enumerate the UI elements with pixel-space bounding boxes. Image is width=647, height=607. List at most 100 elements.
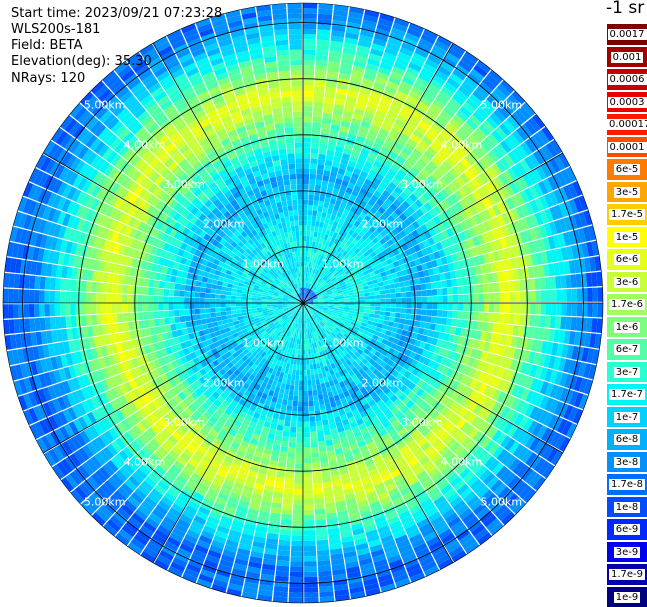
beta-cell [290, 556, 303, 562]
beta-cell [156, 333, 164, 342]
beta-cell [216, 433, 226, 442]
beta-cell [305, 323, 307, 329]
beta-cell [55, 238, 63, 252]
beta-cell [436, 403, 446, 414]
beta-cell [381, 450, 391, 460]
beta-cell [286, 330, 291, 337]
beta-cell [339, 357, 346, 364]
beta-cell [238, 543, 252, 551]
beta-cell [339, 467, 349, 475]
beta-cell [244, 364, 251, 372]
beta-cell [494, 303, 500, 313]
beta-cell [359, 386, 367, 394]
beta-cell [220, 303, 226, 308]
beta-cell [462, 311, 469, 320]
beta-cell [553, 401, 564, 416]
beta-cell [127, 542, 143, 555]
beta-cell [34, 304, 40, 318]
beta-cell [80, 292, 86, 303]
beta-cell [132, 425, 143, 437]
beta-cell [328, 308, 334, 311]
beta-cell [11, 242, 20, 258]
beta-cell [315, 524, 327, 531]
beta-cell [449, 401, 460, 412]
beta-cell [196, 275, 203, 282]
beta-cell [298, 318, 301, 324]
beta-cell [143, 278, 150, 287]
beta-cell [328, 417, 336, 425]
beta-cell [282, 498, 293, 505]
beta-cell [78, 256, 86, 269]
beta-cell [367, 320, 373, 326]
beta-cell [111, 473, 124, 486]
beta-cell [374, 330, 381, 337]
beta-cell [292, 520, 303, 526]
beta-cell [403, 435, 414, 445]
beta-cell [355, 334, 362, 340]
beta-cell [314, 405, 320, 411]
beta-cell [50, 356, 59, 370]
beta-cell [340, 317, 347, 322]
beta-cell [288, 389, 294, 396]
beta-cell [512, 461, 525, 475]
beta-cell [303, 365, 307, 371]
beta-cell [121, 524, 136, 538]
beta-cell [303, 463, 312, 469]
beta-cell [112, 273, 119, 284]
beta-cell [343, 450, 353, 458]
beta-cell [127, 428, 139, 440]
beta-cell [233, 419, 242, 428]
beta-cell [542, 445, 554, 460]
beta-cell [40, 435, 53, 451]
beta-cell [309, 416, 316, 422]
beta-cell [175, 358, 184, 367]
beta-cell [307, 380, 312, 386]
beta-cell [350, 348, 357, 354]
beta-cell [481, 321, 489, 332]
beta-cell [458, 303, 464, 311]
beta-cell [182, 388, 191, 398]
beta-cell [204, 303, 210, 309]
beta-cell [344, 321, 351, 327]
beta-cell [164, 438, 175, 450]
beta-cell [281, 314, 287, 319]
beta-cell [207, 516, 220, 526]
beta-cell [293, 316, 297, 322]
beta-cell [391, 327, 398, 333]
beta-cell [527, 420, 538, 434]
beta-cell [512, 325, 520, 337]
beta-cell [215, 294, 221, 299]
beta-cell [420, 372, 429, 382]
beta-cell [364, 486, 376, 495]
beta-cell [513, 348, 521, 360]
beta-cell [273, 321, 279, 326]
beta-cell [497, 507, 512, 522]
beta-cell [313, 483, 323, 489]
beta-cell [477, 532, 492, 545]
beta-cell [290, 358, 295, 365]
beta-cell [469, 378, 478, 390]
beta-cell [292, 304, 298, 306]
beta-cell [133, 377, 142, 388]
beta-cell [49, 277, 56, 290]
beta-cell [361, 358, 369, 365]
beta-cell [88, 360, 97, 372]
beta-cell [490, 500, 505, 514]
beta-cell [44, 317, 51, 330]
beta-cell [216, 356, 224, 364]
beta-cell [307, 317, 310, 323]
beta-cell [364, 458, 375, 467]
beta-cell [306, 307, 310, 312]
beta-cell [164, 381, 173, 391]
beta-cell [75, 351, 84, 364]
beta-cell [395, 578, 411, 588]
beta-cell [268, 428, 277, 435]
beta-cell [233, 563, 248, 572]
beta-cell [438, 445, 450, 457]
beta-cell [291, 321, 295, 327]
beta-cell [40, 331, 48, 345]
beta-cell [322, 308, 328, 311]
beta-cell [117, 274, 125, 285]
beta-cell [102, 463, 115, 477]
beta-cell [246, 305, 252, 309]
